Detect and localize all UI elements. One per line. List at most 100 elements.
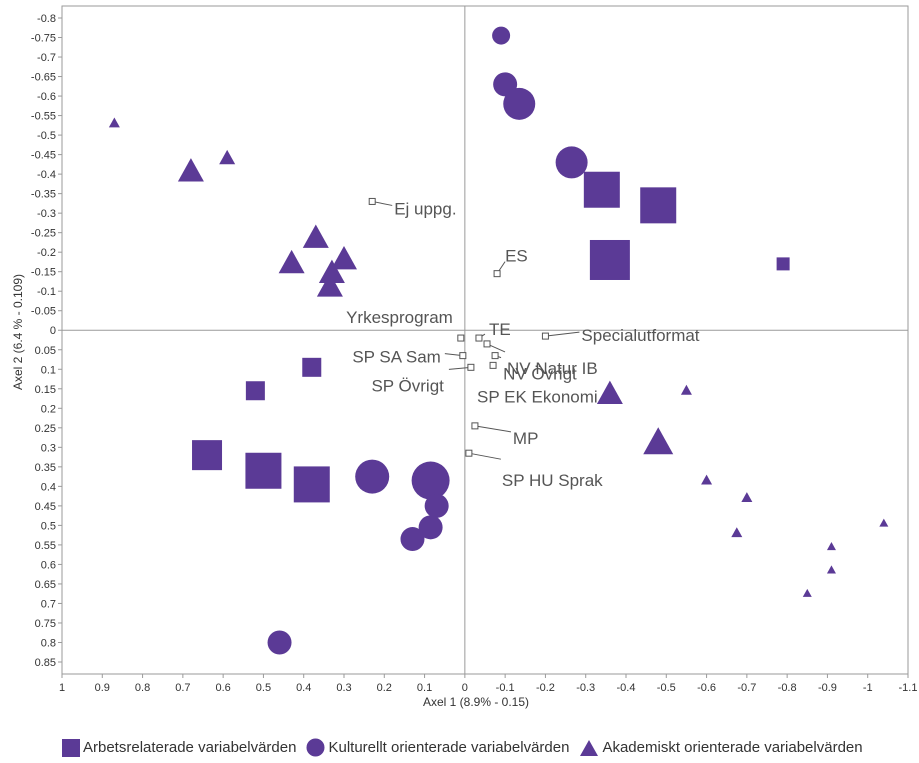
square-marker: [245, 381, 265, 401]
y-tick-label: -0.8: [37, 13, 56, 25]
point-label: NV Natur IB: [507, 359, 598, 378]
x-tick-label: 0.3: [336, 682, 351, 694]
legend-label: Arbetsrelaterade variabelvärden: [83, 739, 297, 756]
triangle-marker: [643, 427, 674, 455]
labeled-point-marker: [459, 352, 467, 360]
data-points: [108, 26, 889, 655]
circle-marker: [267, 630, 292, 655]
labeled-point-marker: [368, 197, 376, 205]
circle-marker: [418, 515, 443, 540]
square-marker: [245, 452, 282, 489]
x-tick-label: -0.3: [576, 682, 595, 694]
triangle-marker: [219, 149, 236, 165]
square-marker: [293, 466, 330, 503]
labeled-point-marker: [489, 361, 497, 369]
point-label: SP Övrigt: [371, 376, 444, 395]
circle-marker: [400, 527, 425, 552]
x-tick-label: -0.7: [737, 682, 756, 694]
y-tick-label: 0.85: [35, 657, 56, 669]
triangle-marker: [302, 224, 329, 248]
square-marker: [589, 239, 630, 280]
point-label: NV Övrigt: [503, 365, 577, 384]
x-tick-label: 0.8: [135, 682, 150, 694]
labeled-point-marker: [493, 270, 501, 278]
x-tick-label: -1: [863, 682, 873, 694]
labeled-point-marker: [465, 449, 473, 457]
x-axis-title: Axel 1 (8.9% - 0.15): [423, 695, 529, 709]
triangle-marker: [802, 588, 812, 597]
circle-marker: [555, 146, 588, 179]
x-tick-label: 0.4: [296, 682, 311, 694]
triangle-marker: [741, 492, 753, 503]
x-tick-label: 0.7: [175, 682, 190, 694]
legend-item-work: Arbetsrelaterade variabelvärden: [62, 738, 297, 757]
y-tick-label: 0: [50, 325, 56, 337]
triangle-marker: [331, 245, 357, 270]
triangle-marker: [108, 117, 120, 128]
point-label: TE: [489, 320, 511, 339]
y-tick-label: -0.2: [37, 247, 56, 259]
y-tick-label: 0.5: [41, 520, 56, 532]
x-tick-label: -1.1: [899, 682, 918, 694]
y-tick-label: 0.25: [35, 423, 56, 435]
circle-marker-icon: [306, 738, 325, 757]
triangle-marker: [731, 527, 743, 538]
square-marker: [302, 357, 322, 377]
y-axis-title: Axel 2 (6.4 % - 0.109): [11, 274, 25, 390]
triangle-marker: [177, 158, 204, 182]
plot-frame: [61, 5, 909, 675]
leader-line: [474, 425, 512, 433]
legend-label: Akademiskt orienterade variabelvärden: [602, 739, 863, 756]
y-tick-label: -0.25: [31, 228, 56, 240]
y-tick-label: 0.75: [35, 618, 56, 630]
point-label: Ej uppg.: [394, 199, 456, 218]
y-tick-label: -0.75: [31, 33, 56, 45]
y-tick-label: 0.65: [35, 579, 56, 591]
y-tick-label: -0.7: [37, 52, 56, 64]
x-tick-label: -0.2: [536, 682, 555, 694]
x-tick-label: -0.4: [617, 682, 636, 694]
square-marker: [583, 171, 620, 208]
point-label: MP: [513, 429, 539, 448]
triangle-marker: [879, 518, 889, 527]
point-label: ES: [505, 247, 528, 266]
point-labels: Ej uppg. ES Yrkesprogram TE Specialutformat S…: [346, 197, 700, 490]
circle-marker: [411, 461, 450, 500]
x-tick-label: 0.6: [215, 682, 230, 694]
x-tick-label: -0.6: [697, 682, 716, 694]
square-marker: [192, 440, 223, 471]
triangle-marker-icon: [580, 739, 599, 756]
tick-labels: 1 0.9 0.8 0.7 0.6 0.5 0.4 0.3 0.2 0.1 0 -0.1 -0.2 -0.…: [31, 13, 918, 694]
x-tick-label: 0.2: [377, 682, 392, 694]
square-marker: [776, 257, 790, 271]
leader-line: [448, 366, 471, 370]
y-tick-label: -0.55: [31, 111, 56, 123]
y-tick-label: 0.3: [41, 442, 56, 454]
circle-marker: [492, 26, 511, 45]
scatter-chart: 1 0.9 0.8 0.7 0.6 0.5 0.4 0.3 0.2 0.1 0 -0.1 -0.2 -0.…: [11, 5, 918, 709]
labeled-point-marker: [471, 422, 479, 430]
y-tick-label: 0.15: [35, 384, 56, 396]
point-label: Specialutformat: [581, 326, 699, 345]
y-tick-label: 0.4: [41, 481, 56, 493]
circle-marker: [424, 493, 449, 518]
y-tick-label: -0.3: [37, 208, 56, 220]
y-tick-label: 0.35: [35, 462, 56, 474]
y-tick-label: -0.05: [31, 306, 56, 318]
x-tick-label: 0: [462, 682, 468, 694]
labeled-point-marker: [541, 332, 549, 340]
x-tick-label: -0.8: [778, 682, 797, 694]
triangle-marker: [318, 259, 345, 284]
triangle-marker: [278, 249, 305, 274]
triangle-marker: [596, 380, 623, 405]
labeled-point-marker: [475, 334, 483, 342]
triangle-marker: [826, 565, 836, 574]
square-marker: [640, 187, 677, 224]
legend-item-academic: Akademiskt orienterade variabelvärden: [579, 739, 863, 757]
y-tick-label: -0.45: [31, 150, 56, 162]
point-label: SP SA Sam: [352, 348, 441, 367]
circle-marker: [355, 459, 390, 494]
y-tick-label: -0.6: [37, 91, 56, 103]
legend-item-cultural: Kulturellt orienterade variabelvärden: [306, 738, 569, 757]
x-tick-label: -0.1: [496, 682, 515, 694]
